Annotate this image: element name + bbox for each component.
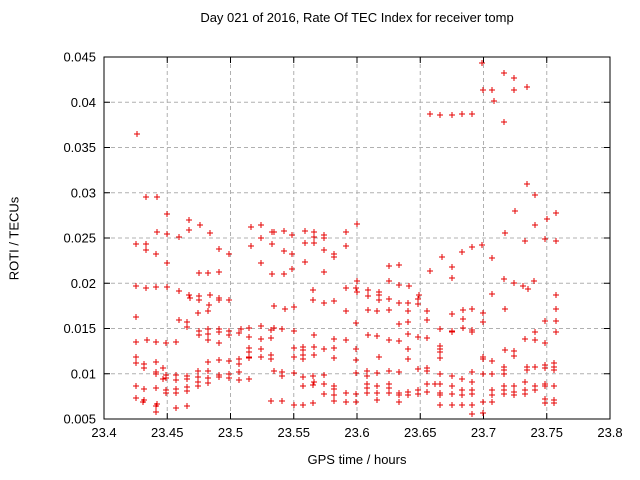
x-tick-label: 23.4	[91, 425, 116, 440]
chart-title: Day 021 of 2016, Rate Of TEC Index for r…	[200, 10, 514, 25]
x-axis-title: GPS time / hours	[307, 452, 407, 467]
x-tick-label: 23.6	[344, 425, 369, 440]
y-tick-label: 0.03	[71, 185, 96, 200]
x-tick-label: 23.5	[218, 425, 243, 440]
x-tick-label: 23.8	[597, 425, 622, 440]
y-tick-label: 0.005	[63, 412, 96, 427]
y-tick-label: 0.045	[63, 50, 96, 65]
x-tick-label: 23.55	[277, 425, 310, 440]
x-tick-label: 23.45	[151, 425, 184, 440]
x-tick-label: 23.7	[471, 425, 496, 440]
y-tick-label: 0.035	[63, 140, 96, 155]
grid-lines	[104, 57, 610, 419]
y-tick-label: 0.01	[71, 366, 96, 381]
y-axis-title: ROTI / TECUs	[6, 196, 22, 281]
x-tick-label: 23.75	[530, 425, 563, 440]
y-tick-label: 0.04	[71, 95, 96, 110]
data-points	[133, 60, 559, 417]
y-tick-label: 0.025	[63, 231, 96, 246]
y-tick-label: 0.02	[71, 276, 96, 291]
y-tick-label: 0.015	[63, 321, 96, 336]
x-tick-label: 23.65	[404, 425, 437, 440]
